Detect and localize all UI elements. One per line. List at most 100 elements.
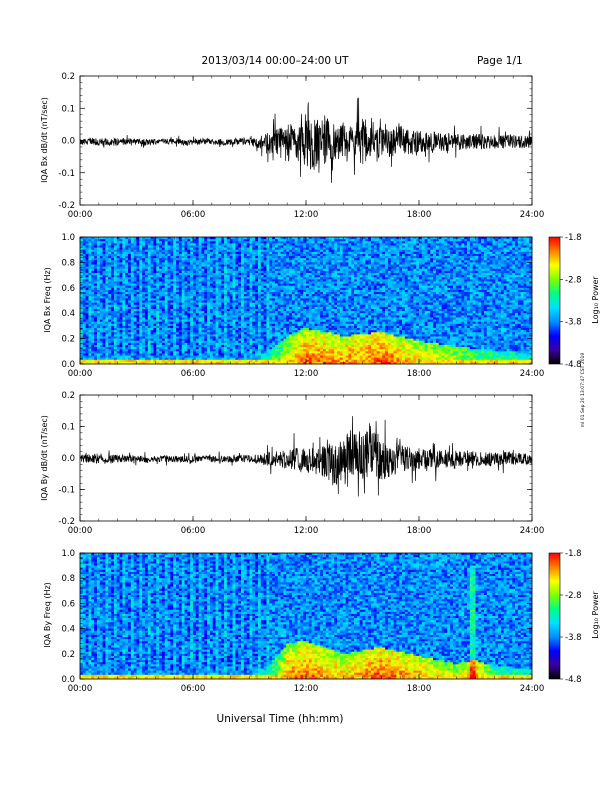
bx-spectrogram-cell: [190, 262, 193, 264]
bx-spectrogram-cell: [233, 256, 236, 258]
bx-spectrogram-cell: [162, 343, 165, 345]
bx-spectrogram-cell: [258, 248, 261, 250]
bx-spectrogram-cell: [148, 250, 151, 252]
bx-spectrogram-cell: [105, 301, 108, 303]
bx-spectrogram-cell: [227, 303, 230, 305]
bx-spectrogram-cell: [224, 275, 227, 277]
bx-spectrogram-cell: [193, 252, 196, 254]
bx-spectrogram-cell: [128, 284, 131, 286]
bx-spectrogram-cell: [278, 322, 281, 324]
bx-spectrogram-cell: [289, 358, 292, 360]
bx-spectrogram-cell: [283, 252, 286, 254]
bx-spectrogram-cell: [233, 284, 236, 286]
bx-spectrogram-cell: [165, 267, 168, 269]
bx-spectrogram-cell: [306, 256, 309, 258]
bx-spectrogram-cell: [190, 315, 193, 317]
bx-spectrogram-cell: [165, 341, 168, 343]
bx-spectrogram-cell: [224, 341, 227, 343]
bx-spectrogram-cell: [91, 303, 94, 305]
bx-spectrogram-cell: [306, 239, 309, 241]
bx-spectrogram-cell: [134, 277, 137, 279]
bx-spectrogram-cell: [128, 330, 131, 332]
bx-spectrogram-cell: [238, 262, 241, 264]
bx-spectrogram-cell: [303, 320, 306, 322]
bx-spectrogram-cell: [134, 320, 137, 322]
bx-spectrogram-cell: [207, 349, 210, 351]
bx-spectrogram-cell: [283, 262, 286, 264]
bx-spectrogram-cell: [190, 303, 193, 305]
bx-spectrogram-cell: [173, 343, 176, 345]
bx-spectrogram-cell: [142, 267, 145, 269]
bx-spectrogram-cell: [269, 326, 272, 328]
bx-spectrogram-cell: [204, 290, 207, 292]
bx-spectrogram-cell: [233, 307, 236, 309]
bx-spectrogram-cell: [295, 351, 298, 353]
bx-spectrogram-cell: [122, 256, 125, 258]
bx-spectrogram-cell: [298, 265, 301, 267]
bx-spectrogram-cell: [295, 305, 298, 307]
bx-spectrogram-cell: [250, 320, 253, 322]
bx-spectrogram-cell: [250, 356, 253, 358]
bx-spectrogram-cell: [199, 334, 202, 336]
bx-spectrogram-cell: [165, 288, 168, 290]
bx-spectrogram-cell: [266, 292, 269, 294]
bx-spectrogram-cell: [298, 267, 301, 269]
bx-spectrogram-cell: [295, 301, 298, 303]
bx-spectrogram-cell: [244, 324, 247, 326]
bx-spectrogram-cell: [204, 275, 207, 277]
bx-spectrogram-cell: [156, 250, 159, 252]
bx-spectrogram-cell: [289, 254, 292, 256]
bx-spectrogram-cell: [207, 252, 210, 254]
bx-spectrogram-cell: [196, 336, 199, 338]
bx-spectrogram-cell: [117, 353, 120, 355]
bx-spectrogram-cell: [275, 254, 278, 256]
bx-spectrogram-cell: [176, 294, 179, 296]
bx-spectrogram-cell: [179, 279, 182, 281]
bx-spectrogram-cell: [221, 324, 224, 326]
bx-spectrogram-cell: [261, 307, 264, 309]
bx-spectrogram-cell: [298, 290, 301, 292]
bx-spectrogram-cell: [230, 358, 233, 360]
bx-spectrogram-cell: [187, 328, 190, 330]
bx-spectrogram-cell: [122, 252, 125, 254]
bx-spectrogram-cell: [252, 336, 255, 338]
bx-spectrogram-cell: [196, 254, 199, 256]
bx-spectrogram-cell: [283, 315, 286, 317]
bx-spectrogram-cell: [156, 349, 159, 351]
bx-spectrogram-cell: [286, 254, 289, 256]
bx-spectrogram-cell: [275, 265, 278, 267]
bx-spectrogram-cell: [193, 322, 196, 324]
bx-spectrogram-cell: [108, 324, 111, 326]
bx-spectrogram-cell: [213, 356, 216, 358]
bx-spectrogram-cell: [176, 305, 179, 307]
bx-spectrogram-cell: [156, 301, 159, 303]
bx-spectrogram-cell: [88, 271, 91, 273]
bx-spectrogram-cell: [159, 307, 162, 309]
bx-spectrogram-cell: [289, 349, 292, 351]
bx-spectrogram-cell: [134, 281, 137, 283]
bx-spectrogram-cell: [306, 345, 309, 347]
bx-spectrogram-cell: [120, 324, 123, 326]
bx-spectrogram-cell: [151, 258, 154, 260]
bx-spectrogram-cell: [179, 269, 182, 271]
bx-spectrogram-cell: [100, 345, 103, 347]
bx-spectrogram-cell: [111, 311, 114, 313]
bx-spectrogram-cell: [88, 345, 91, 347]
bx-spectrogram-cell: [97, 317, 100, 319]
bx-spectrogram-cell: [196, 305, 199, 307]
bx-spectrogram-cell: [187, 239, 190, 241]
bx-spectrogram-cell: [94, 322, 97, 324]
bx-spectrogram-cell: [247, 275, 250, 277]
bx-spectrogram-cell: [258, 260, 261, 262]
bx-spectrogram-cell: [199, 322, 202, 324]
bx-spectrogram-cell: [100, 330, 103, 332]
bx-spectrogram-cell: [292, 298, 295, 300]
bx-spectrogram-cell: [272, 239, 275, 241]
bx-spectrogram-cell: [306, 334, 309, 336]
bx-spectrogram-cell: [103, 339, 106, 341]
bx-spectrogram-cell: [88, 328, 91, 330]
bx-spectrogram-cell: [295, 284, 298, 286]
bx-spectrogram-cell: [204, 332, 207, 334]
bx-spectrogram-cell: [266, 360, 269, 362]
bx-spectrogram-cell: [210, 279, 213, 281]
